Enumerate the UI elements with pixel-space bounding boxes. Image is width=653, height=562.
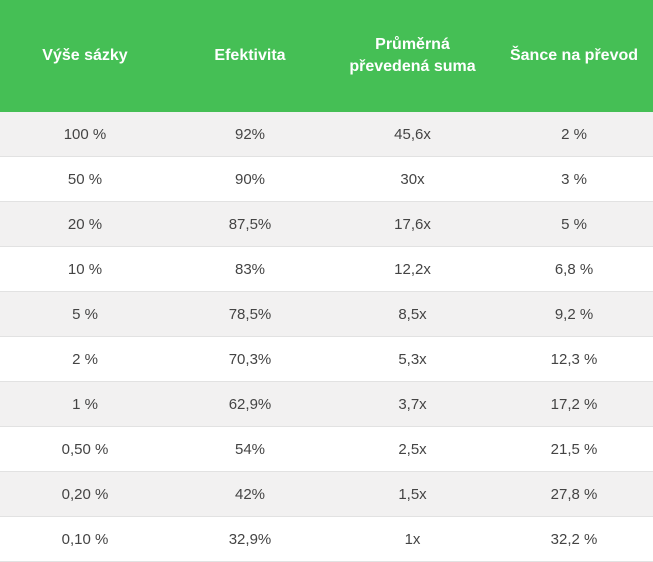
table-row: 1 % 62,9% 3,7x 17,2 % (0, 381, 653, 427)
table-row: 5 % 78,5% 8,5x 9,2 % (0, 291, 653, 337)
cell-average-amount: 5,3x (330, 336, 495, 382)
cell-bet-size: 0,10 % (0, 516, 170, 562)
cell-transfer-chance: 32,2 % (495, 516, 653, 562)
header-row: Výše sázky Efektivita Průměrná převedená… (0, 0, 653, 112)
cell-efficiency: 42% (170, 471, 330, 517)
cell-average-amount: 12,2x (330, 246, 495, 292)
cell-bet-size: 5 % (0, 291, 170, 337)
cell-average-amount: 1,5x (330, 471, 495, 517)
cell-average-amount: 3,7x (330, 381, 495, 427)
cell-efficiency: 78,5% (170, 291, 330, 337)
cell-bet-size: 2 % (0, 336, 170, 382)
table-row: 2 % 70,3% 5,3x 12,3 % (0, 336, 653, 382)
table-row: 50 % 90% 30x 3 % (0, 156, 653, 202)
cell-average-amount: 2,5x (330, 426, 495, 472)
header-average-transferred-amount: Průměrná převedená suma (330, 0, 495, 112)
cell-transfer-chance: 3 % (495, 156, 653, 202)
cell-transfer-chance: 21,5 % (495, 426, 653, 472)
cell-efficiency: 90% (170, 156, 330, 202)
cell-bet-size: 0,20 % (0, 471, 170, 517)
table-header: Výše sázky Efektivita Průměrná převedená… (0, 0, 653, 112)
cell-transfer-chance: 5 % (495, 201, 653, 247)
cell-efficiency: 32,9% (170, 516, 330, 562)
table-row: 0,10 % 32,9% 1x 32,2 % (0, 516, 653, 562)
cell-bet-size: 50 % (0, 156, 170, 202)
cell-bet-size: 20 % (0, 201, 170, 247)
cell-efficiency: 87,5% (170, 201, 330, 247)
table-row: 20 % 87,5% 17,6x 5 % (0, 201, 653, 247)
cell-efficiency: 54% (170, 426, 330, 472)
header-transfer-chance: Šance na převod (495, 0, 653, 112)
table-row: 10 % 83% 12,2x 6,8 % (0, 246, 653, 292)
cell-average-amount: 30x (330, 156, 495, 202)
header-bet-size: Výše sázky (0, 0, 170, 112)
cell-bet-size: 0,50 % (0, 426, 170, 472)
table-row: 0,20 % 42% 1,5x 27,8 % (0, 471, 653, 517)
table-row: 100 % 92% 45,6x 2 % (0, 112, 653, 157)
table-row: 0,50 % 54% 2,5x 21,5 % (0, 426, 653, 472)
cell-bet-size: 1 % (0, 381, 170, 427)
cell-efficiency: 62,9% (170, 381, 330, 427)
table-body: 100 % 92% 45,6x 2 % 50 % 90% 30x 3 % 20 … (0, 112, 653, 562)
cell-transfer-chance: 2 % (495, 112, 653, 157)
header-efficiency: Efektivita (170, 0, 330, 112)
cell-efficiency: 83% (170, 246, 330, 292)
cell-average-amount: 8,5x (330, 291, 495, 337)
cell-efficiency: 92% (170, 112, 330, 157)
cell-transfer-chance: 17,2 % (495, 381, 653, 427)
cell-average-amount: 45,6x (330, 112, 495, 157)
cell-transfer-chance: 27,8 % (495, 471, 653, 517)
cell-transfer-chance: 9,2 % (495, 291, 653, 337)
cell-bet-size: 10 % (0, 246, 170, 292)
cell-transfer-chance: 12,3 % (495, 336, 653, 382)
cell-average-amount: 17,6x (330, 201, 495, 247)
cell-efficiency: 70,3% (170, 336, 330, 382)
cell-transfer-chance: 6,8 % (495, 246, 653, 292)
cell-bet-size: 100 % (0, 112, 170, 157)
cell-average-amount: 1x (330, 516, 495, 562)
